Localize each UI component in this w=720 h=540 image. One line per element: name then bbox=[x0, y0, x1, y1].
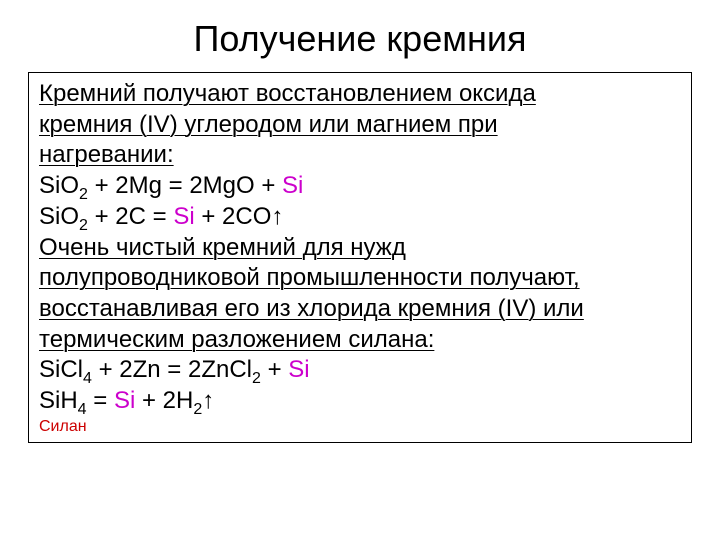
eq1-a: SiO bbox=[39, 172, 79, 199]
equation-2: SiO2 + 2C = Si + 2CO↑ bbox=[39, 202, 681, 233]
note-silane: Силан bbox=[39, 417, 681, 436]
para1-line2: кремния (IV) углеродом или магнием при bbox=[39, 111, 498, 138]
para2-line2: полупроводниковой промышленности получаю… bbox=[39, 264, 580, 291]
eq4-c: + 2H bbox=[135, 387, 193, 414]
eq3-si: Si bbox=[288, 356, 309, 383]
eq3-a-sub: 4 bbox=[83, 370, 92, 387]
eq1-b: + 2Mg = 2MgO + bbox=[88, 172, 282, 199]
paragraph-2: Очень чистый кремний для нужд полупровод… bbox=[39, 233, 681, 356]
eq4-si: Si bbox=[114, 387, 135, 414]
para2-line1: Очень чистый кремний для нужд bbox=[39, 234, 406, 261]
equation-3: SiCl4 + 2Zn = 2ZnCl2 + Si bbox=[39, 355, 681, 386]
eq4-c-sub: 2 bbox=[193, 401, 202, 418]
eq4-b: = bbox=[87, 387, 114, 414]
eq4-a: SiH bbox=[39, 387, 78, 414]
slide: Получение кремния Кремний получают восст… bbox=[0, 0, 720, 540]
eq1-a-sub: 2 bbox=[79, 186, 88, 203]
paragraph-1: Кремний получают восстановлением оксида … bbox=[39, 79, 681, 171]
content-box: Кремний получают восстановлением оксида … bbox=[28, 72, 692, 443]
eq4-d: ↑ bbox=[202, 387, 214, 414]
eq3-a: SiCl bbox=[39, 356, 83, 383]
slide-title: Получение кремния bbox=[28, 18, 692, 60]
para2-line4: термическим разложением силана: bbox=[39, 326, 434, 353]
eq3-b-sub: 2 bbox=[252, 370, 261, 387]
eq3-b: + 2Zn = 2ZnCl bbox=[92, 356, 252, 383]
para1-line3: нагревании: bbox=[39, 141, 174, 168]
eq2-a: SiO bbox=[39, 203, 79, 230]
eq4-a-sub: 4 bbox=[78, 401, 87, 418]
eq2-b: + 2C = bbox=[88, 203, 173, 230]
eq2-a-sub: 2 bbox=[79, 217, 88, 234]
eq3-c: + bbox=[261, 356, 288, 383]
eq2-c: + 2CO↑ bbox=[195, 203, 284, 230]
para2-line3: восстанавливая его из хлорида кремния (I… bbox=[39, 295, 584, 322]
para1-line1: Кремний получают восстановлением оксида bbox=[39, 80, 536, 107]
equation-4: SiH4 = Si + 2H2↑ bbox=[39, 386, 681, 417]
equation-1: SiO2 + 2Mg = 2MgO + Si bbox=[39, 171, 681, 202]
eq2-si: Si bbox=[173, 203, 194, 230]
eq1-si: Si bbox=[282, 172, 303, 199]
